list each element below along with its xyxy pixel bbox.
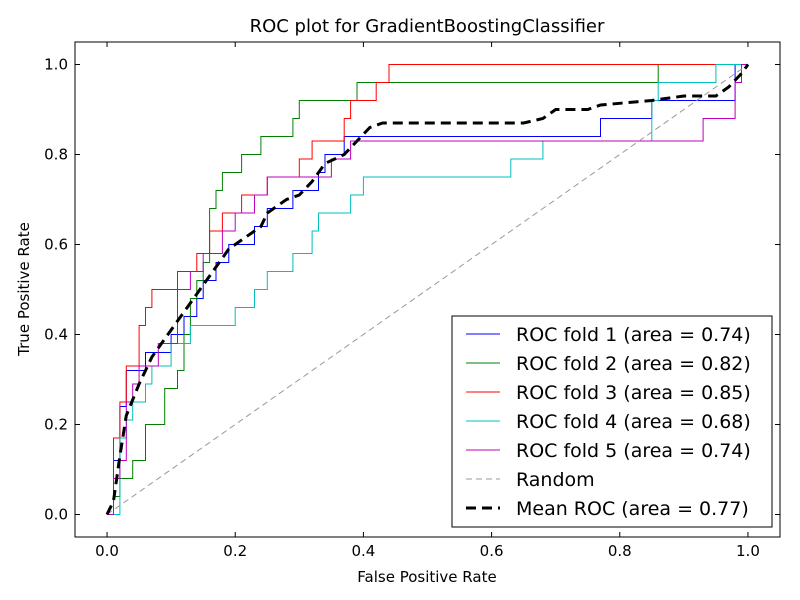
legend-label-1: ROC fold 1 (area = 0.74) xyxy=(516,324,751,346)
series-line-7 xyxy=(105,63,750,516)
y-tick-label: 0.2 xyxy=(44,416,68,434)
legend: ROC fold 1 (area = 0.74) ROC fold 2 (area… xyxy=(451,315,773,528)
chart-title: ROC plot for GradientBoostingClassifier xyxy=(250,16,605,37)
legend-label-4: ROC fold 4 (area = 0.68) xyxy=(516,411,751,433)
x-tick-label: 0.8 xyxy=(608,542,632,560)
x-tick-label: 0.2 xyxy=(223,542,247,560)
series-line-6 xyxy=(106,64,749,515)
x-tick-label: 0.6 xyxy=(480,542,504,560)
y-tick-label: 1.0 xyxy=(44,56,68,74)
legend-label-5: ROC fold 5 (area = 0.74) xyxy=(516,440,751,462)
x-tick-label: 1.0 xyxy=(736,542,760,560)
y-tick-label: 0.6 xyxy=(44,236,68,254)
series-layer xyxy=(105,63,750,516)
y-tick-label: 0.0 xyxy=(44,506,68,524)
series-line-5 xyxy=(107,64,748,515)
legend-label-3: ROC fold 3 (area = 0.85) xyxy=(516,382,751,404)
series-line-3 xyxy=(107,64,748,515)
legend-label-7: Mean ROC (area = 0.77) xyxy=(516,498,749,520)
legend-box xyxy=(451,315,773,528)
legend-label-6: Random xyxy=(516,469,595,491)
x-tick-label: 0.0 xyxy=(95,542,119,560)
y-tick-label: 0.4 xyxy=(44,326,68,344)
x-tick-label: 0.4 xyxy=(351,542,375,560)
ticks-layer: 0.0 0.2 0.4 0.6 0.8 1.0 0.0 0.2 0.4 0.6 0.8 1.0 xyxy=(44,42,780,560)
plot-frame xyxy=(74,41,781,538)
legend-label-2: ROC fold 2 (area = 0.82) xyxy=(516,353,751,375)
x-axis-label: False Positive Rate xyxy=(357,568,496,586)
y-tick-label: 0.8 xyxy=(44,146,68,164)
y-axis-label: True Positive Rate xyxy=(15,222,33,357)
